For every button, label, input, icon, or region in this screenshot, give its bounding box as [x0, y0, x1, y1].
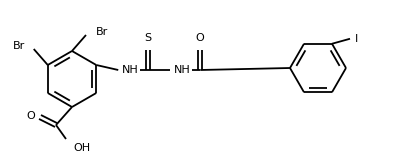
Text: NH: NH [122, 65, 139, 75]
Text: Br: Br [12, 41, 25, 51]
Text: OH: OH [73, 143, 90, 153]
Text: I: I [355, 34, 358, 44]
Text: O: O [196, 33, 205, 43]
Text: O: O [26, 111, 35, 121]
Text: Br: Br [96, 27, 108, 37]
Text: NH: NH [174, 65, 191, 75]
Text: S: S [145, 33, 152, 43]
